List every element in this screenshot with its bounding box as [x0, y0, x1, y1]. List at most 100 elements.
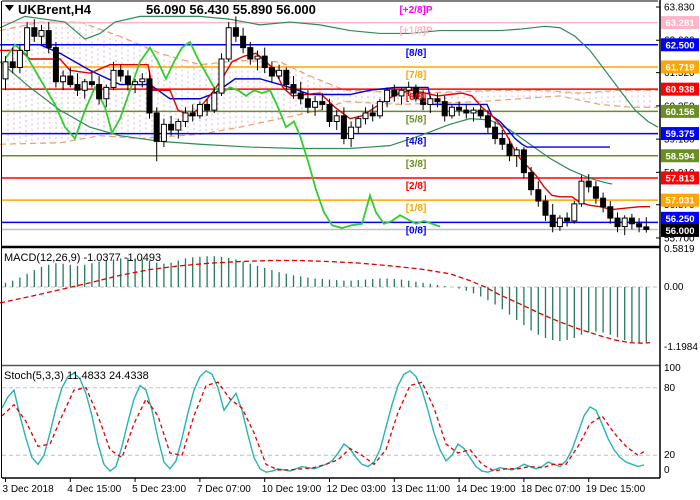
bull-candle-body: [225, 27, 232, 60]
time-tick-label: 18 Dec 07:00: [521, 484, 581, 495]
bear-candle-body: [636, 223, 643, 228]
bear-candle-body: [247, 47, 254, 60]
bear-candle-body: [434, 98, 441, 103]
bear-candle-body: [297, 92, 304, 100]
bull-candle-body: [218, 58, 225, 94]
price-badge-label: 57.813: [665, 173, 694, 184]
price-badge-label: 60.156: [665, 107, 694, 118]
bear-candle-body: [506, 143, 513, 157]
symbol-dropdown-icon[interactable]: [5, 5, 14, 11]
indicator-scale-label: 0: [664, 465, 670, 476]
indicator-lines: [0, 15, 659, 229]
bear-candle-body: [31, 27, 38, 37]
bear-candle-body: [9, 61, 16, 69]
bull-candle-body: [160, 123, 167, 142]
murrey-label: [+2/8]P: [399, 5, 432, 16]
price-badge: [661, 127, 699, 141]
price-badge-label: 62.500: [665, 40, 694, 51]
murrey-label: [2/8]: [406, 181, 427, 192]
price-badge-label: 58.594: [665, 151, 695, 162]
bull-candle-body: [182, 112, 189, 122]
murrey-label: [5/8]: [406, 114, 427, 125]
bear-candle-body: [232, 27, 239, 37]
price-badge-label: 56.000: [665, 226, 694, 237]
murrey-label: [+1/8]P: [399, 26, 432, 37]
bull-candle-body: [448, 106, 455, 117]
bull-candle-body: [139, 78, 146, 83]
macd-pane: [0, 256, 658, 344]
indicator-scale-label: -1.1984: [664, 342, 698, 353]
time-tick-label: 12 Dec 03:00: [327, 484, 387, 495]
price-badge-label: 57.031: [665, 196, 695, 207]
bear-candle-body: [189, 112, 196, 117]
bear-candle-body: [499, 138, 506, 145]
bear-candle-body: [463, 109, 470, 114]
bear-candle-body: [319, 101, 326, 105]
bear-candle-body: [146, 78, 153, 114]
bear-candle-body: [614, 217, 621, 228]
time-tick-label: 4 Dec 15:00: [67, 484, 121, 495]
bear-candle-body: [153, 112, 160, 142]
bear-candle-body: [168, 123, 175, 131]
murrey-label: [0/8]: [406, 225, 427, 236]
bear-candle-body: [261, 55, 268, 69]
bull-candle-body: [556, 217, 563, 228]
bear-candle-body: [549, 214, 556, 228]
bull-candle-body: [427, 98, 434, 105]
time-tick-label: 14 Dec 19:00: [456, 484, 516, 495]
bull-candle-body: [38, 30, 45, 37]
bear-candle-body: [67, 75, 74, 86]
candlestick-series[interactable]: [2, 16, 650, 236]
murrey-label: [3/8]: [406, 159, 427, 170]
time-axis[interactable]: 3 Dec 2018 4 Dec 15:00 5 Dec 23:00 7 Dec 07…: [3, 478, 646, 495]
bull-candle-body: [621, 217, 628, 228]
indicator-scale-label: 0.5819: [664, 244, 695, 255]
price-badge: [661, 223, 699, 237]
bear-candle-body: [441, 101, 448, 117]
price-axis[interactable]: 63.83062.66061.52060.35059.18058.01056.8…: [656, 3, 699, 477]
price-badge: [661, 149, 699, 163]
bull-candle-body: [333, 115, 340, 122]
price-badge: [661, 16, 699, 30]
upper-band-line: [0, 15, 659, 128]
bull-candle-body: [2, 61, 9, 80]
bull-candle-body: [513, 149, 520, 157]
murrey-label: [6/8]: [406, 92, 427, 103]
bull-candle-body: [16, 49, 23, 69]
bear-candle-body: [592, 186, 599, 199]
senkou-a-line: [0, 21, 658, 94]
bull-candle-body: [196, 103, 203, 117]
bear-candle-body: [420, 98, 427, 105]
pane-frames: [1, 0, 661, 479]
price-badge: [661, 171, 699, 185]
price-badge: [661, 193, 699, 207]
time-tick-label: 3 Dec 2018: [3, 484, 55, 495]
bear-candle-body: [45, 30, 52, 49]
bear-candle-body: [204, 103, 211, 111]
bull-candle-body: [175, 120, 182, 131]
lower-band-line: [0, 61, 613, 185]
indicator-scale-label: 100: [664, 363, 681, 374]
price-badge: [661, 82, 699, 96]
bear-candle-body: [268, 67, 275, 77]
bear-candle-body: [340, 115, 347, 140]
price-tick-label: 63.830: [664, 3, 695, 14]
bull-candle-body: [132, 81, 139, 86]
ohlc-quote-label: 56.090 56.430 55.890 56.000: [146, 2, 316, 17]
time-tick-label: 5 Dec 23:00: [132, 484, 186, 495]
murrey-label: [4/8]: [406, 137, 427, 148]
price-badge: [661, 60, 699, 74]
bear-candle-body: [369, 112, 376, 117]
bear-candle-body: [391, 89, 398, 97]
bear-candle-body: [96, 84, 103, 100]
chikou-line: [4, 40, 441, 229]
price-badge-label: 61.719: [665, 62, 694, 73]
bear-candle-body: [492, 126, 499, 140]
bull-candle-body: [355, 118, 362, 128]
murrey-label: [8/8]: [406, 48, 427, 59]
bull-candle-body: [312, 101, 319, 108]
murrey-lines: [2, 21, 658, 231]
bull-candle-body: [384, 89, 391, 103]
bull-candle-body: [405, 86, 412, 91]
